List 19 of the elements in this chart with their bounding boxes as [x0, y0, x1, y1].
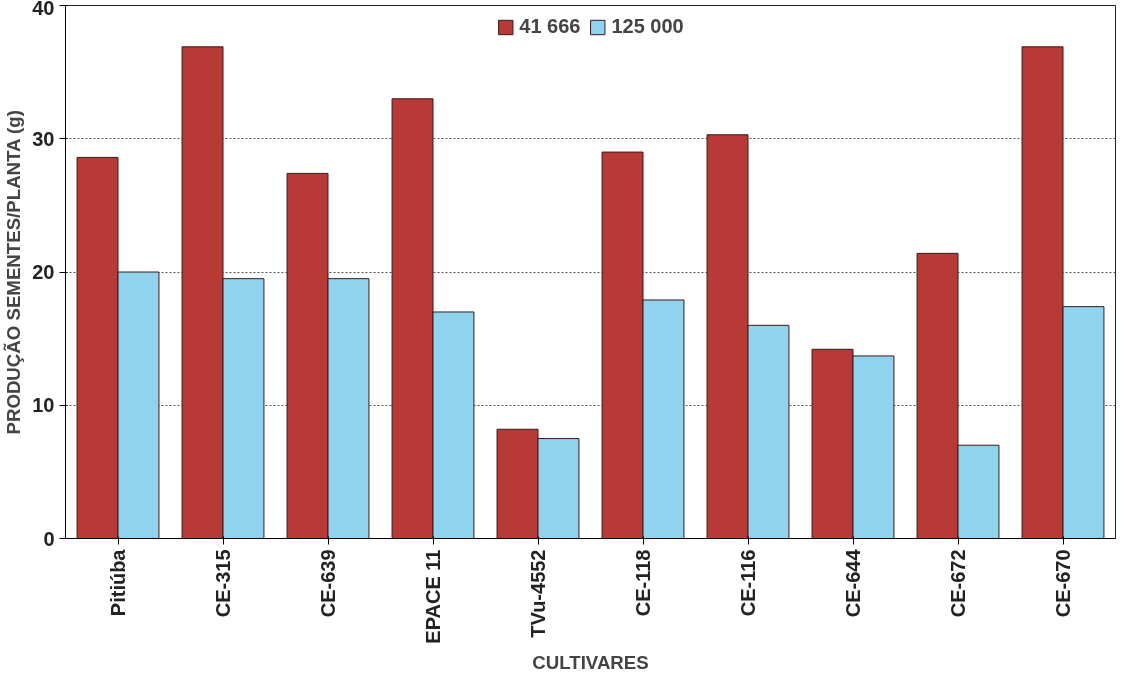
legend-label: 125 000: [611, 15, 684, 38]
x-tick-label: CE-670: [1052, 549, 1074, 618]
legend-label: 41 666: [519, 15, 581, 38]
x-axis-title: CULTIVARES: [532, 651, 649, 673]
x-tick-label: Pitiúba: [107, 548, 129, 617]
x-tick-label: CE-116: [737, 549, 759, 617]
x-tick-label: CE-672: [947, 549, 969, 618]
x-tick-label: CE-644: [842, 548, 864, 618]
y-axis-title: PRODUÇÃO SEMENTES/PLANTA (g): [3, 110, 25, 435]
y-tick-label: 30: [32, 127, 55, 150]
y-tick-label: 40: [32, 0, 55, 19]
y-tick-label: 0: [43, 527, 55, 550]
x-tick-label: CE-639: [317, 549, 339, 618]
y-tick-label: 20: [32, 261, 55, 283]
x-tick-label: CE-118: [632, 549, 654, 617]
y-tick-label: 10: [32, 394, 55, 417]
x-tick-label: TVu-4552: [527, 549, 549, 638]
x-tick-label: CE-315: [212, 549, 234, 618]
x-tick-label: EPACE 11: [422, 549, 444, 644]
